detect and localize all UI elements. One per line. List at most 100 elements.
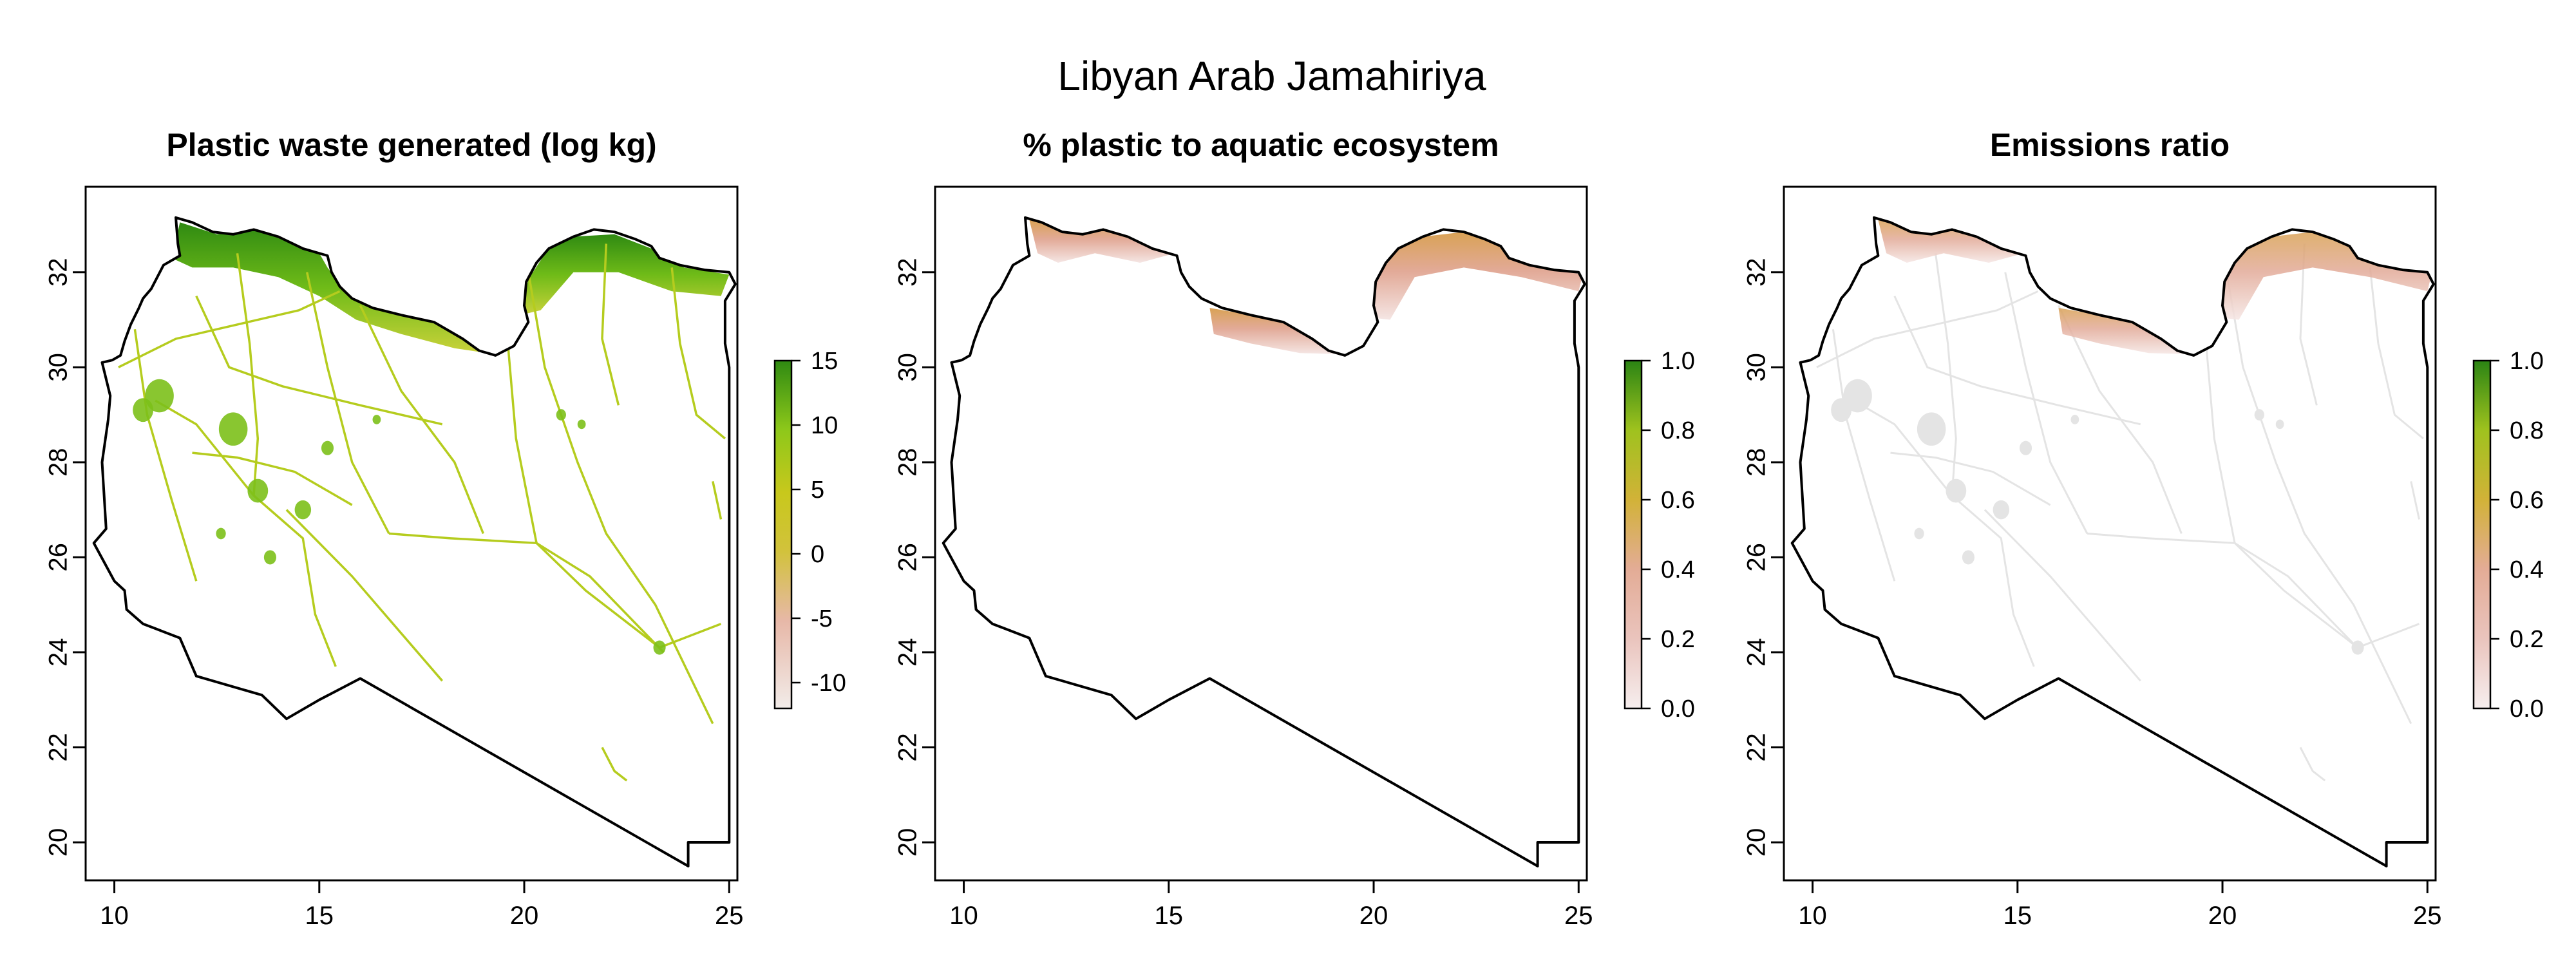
road-line bbox=[285, 509, 444, 682]
road-line bbox=[388, 532, 665, 654]
y-tick-label: 20 bbox=[44, 828, 73, 857]
settlement-cell bbox=[263, 550, 276, 565]
y-tick-label: 32 bbox=[894, 258, 922, 287]
raster-layer bbox=[1816, 220, 2432, 782]
legend-tick-label: 0.8 bbox=[2510, 417, 2544, 444]
road-line bbox=[1853, 399, 2035, 667]
road-line bbox=[305, 272, 390, 535]
y-tick-label: 28 bbox=[44, 448, 73, 477]
legend-tick-label: -5 bbox=[811, 605, 833, 632]
road-line bbox=[601, 243, 620, 406]
map-panel-aquatic: % plastic to aquatic ecosystem 10 15 20 25 20… bbox=[894, 127, 1695, 930]
panel-title: % plastic to aquatic ecosystem bbox=[1023, 127, 1499, 163]
road-line bbox=[2004, 272, 2088, 535]
settlement-cell bbox=[372, 415, 381, 424]
road-line bbox=[133, 329, 198, 582]
y-tick-label: 30 bbox=[44, 353, 73, 382]
settlement-cell bbox=[133, 398, 154, 422]
x-tick-label: 20 bbox=[2208, 902, 2237, 930]
y-tick-label: 30 bbox=[894, 353, 922, 382]
y-tick-label: 22 bbox=[1743, 733, 1771, 762]
road-line bbox=[1984, 509, 2141, 682]
coastal-waste-east bbox=[520, 234, 730, 316]
settlement-cell bbox=[1993, 500, 2010, 520]
y-tick-label: 28 bbox=[894, 448, 922, 477]
road-line bbox=[601, 746, 628, 782]
legend-tick-label: 0.2 bbox=[1661, 626, 1695, 653]
road-line bbox=[2225, 272, 2412, 724]
settlement-cell bbox=[556, 409, 566, 421]
x-tick-label: 10 bbox=[100, 902, 129, 930]
legend-tick-label: -10 bbox=[811, 670, 846, 697]
y-tick-label: 24 bbox=[1743, 638, 1771, 667]
legend-tick-label: 10 bbox=[811, 412, 838, 439]
settlement-cell bbox=[1917, 412, 1946, 446]
road-line bbox=[2299, 243, 2318, 406]
road-line bbox=[2299, 746, 2326, 782]
road-line bbox=[1890, 451, 2051, 506]
road-line bbox=[2410, 481, 2420, 520]
road-line bbox=[1935, 253, 1957, 496]
road-line bbox=[195, 295, 443, 426]
legend-tick-label: 0 bbox=[811, 541, 824, 568]
plot-frame bbox=[1783, 185, 2437, 882]
x-tick-label: 25 bbox=[2413, 902, 2442, 930]
y-tick-label: 20 bbox=[894, 828, 922, 857]
x-tick-label: 15 bbox=[1155, 902, 1184, 930]
map-panel-waste: Plastic waste generated (log kg) 10 15 20 25… bbox=[44, 127, 846, 930]
settlement-cell bbox=[216, 527, 226, 540]
legend-tick-label: 15 bbox=[811, 348, 838, 375]
settlement-cell bbox=[2019, 440, 2032, 455]
road-line bbox=[670, 267, 726, 440]
y-tick-label: 32 bbox=[44, 258, 73, 287]
road-line bbox=[192, 451, 353, 506]
settlement-cell bbox=[145, 379, 174, 413]
legend-colorbar: 15 10 5 0 -5 -10 bbox=[773, 348, 846, 710]
legend-colorbar: 1.0 0.8 0.6 0.4 0.2 0.0 bbox=[1624, 348, 1695, 723]
panel-title: Emissions ratio bbox=[1990, 127, 2230, 163]
settlement-cell bbox=[2351, 640, 2364, 655]
settlement-cell bbox=[294, 500, 312, 520]
emissions-zone bbox=[2218, 232, 2432, 320]
legend-tick-label: 0.4 bbox=[2510, 556, 2544, 583]
figure-title: Libyan Arab Jamahiriya bbox=[1057, 53, 1486, 99]
legend-gradient bbox=[2472, 359, 2492, 710]
road-line bbox=[1816, 290, 2039, 368]
x-tick-label: 25 bbox=[1564, 902, 1593, 930]
legend-tick-label: 0.0 bbox=[1661, 696, 1695, 723]
road-line bbox=[2369, 267, 2424, 440]
legend-tick-label: 1.0 bbox=[2510, 348, 2544, 375]
settlement-cell bbox=[2275, 419, 2284, 430]
legend-tick-label: 0.0 bbox=[2510, 696, 2544, 723]
panels: Plastic waste generated (log kg) 10 15 20 25… bbox=[44, 127, 2544, 930]
settlement-cell bbox=[653, 640, 666, 655]
road-line bbox=[506, 343, 722, 649]
y-tick-label: 26 bbox=[894, 543, 922, 572]
y-tick-label: 26 bbox=[1743, 543, 1771, 572]
aquatic-share-zone bbox=[1209, 308, 1337, 354]
settlement-cell bbox=[1946, 478, 1967, 503]
plot-frame bbox=[84, 185, 739, 882]
settlement-cell bbox=[218, 412, 248, 446]
road-line bbox=[2087, 533, 2363, 653]
x-tick-label: 10 bbox=[1798, 902, 1827, 930]
map-panel-emissions: Emissions ratio 10 15 20 25 20 22 24 26 28 30 32 1.0… bbox=[1743, 127, 2544, 930]
settlement-cell bbox=[2254, 409, 2264, 421]
coastal-waste-west bbox=[171, 222, 488, 354]
y-tick-label: 26 bbox=[44, 543, 73, 572]
settlement-cell bbox=[2070, 415, 2079, 424]
country-boundary bbox=[92, 216, 737, 867]
legend-tick-label: 0.6 bbox=[2510, 487, 2544, 514]
settlement-cell bbox=[321, 440, 334, 455]
legend-tick-label: 5 bbox=[811, 477, 824, 504]
plot-frame bbox=[934, 185, 1588, 882]
settlement-cell bbox=[1843, 379, 1872, 413]
road-line bbox=[2058, 305, 2183, 535]
settlement-cell bbox=[1831, 398, 1852, 422]
legend-tick-label: 1.0 bbox=[1661, 348, 1695, 375]
settlement-cell bbox=[1914, 527, 1924, 540]
emissions-zone bbox=[2058, 308, 2186, 354]
y-tick-label: 22 bbox=[894, 733, 922, 762]
raster-layer bbox=[118, 222, 730, 782]
